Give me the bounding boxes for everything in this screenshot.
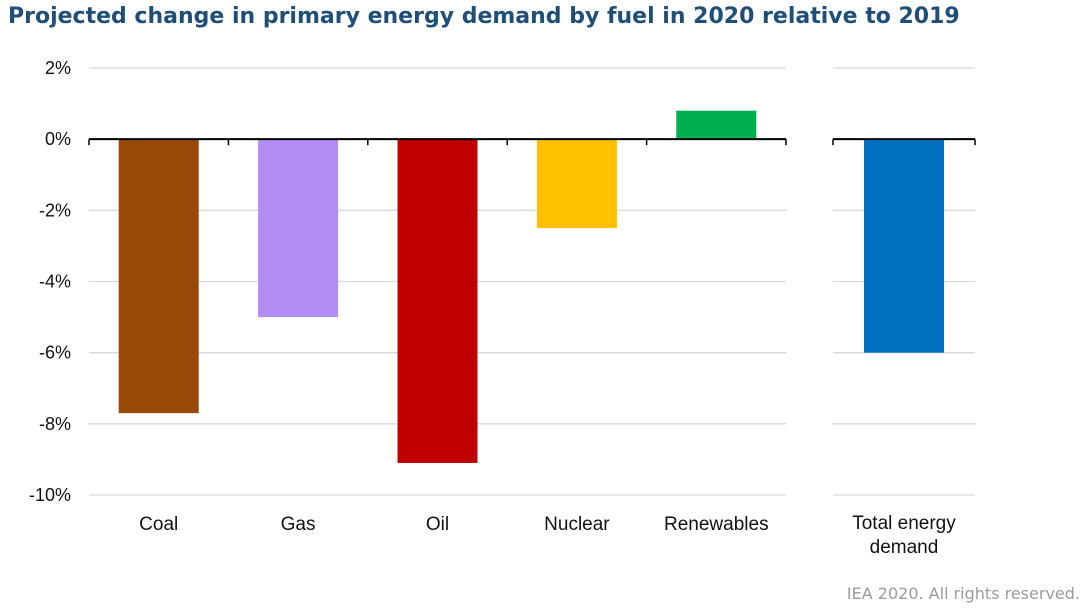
- y-tick-label: 2%: [45, 58, 71, 78]
- bar-oil: [397, 139, 478, 463]
- y-tick-label: -4%: [39, 272, 71, 292]
- chart-title: Projected change in primary energy deman…: [8, 4, 960, 29]
- bar-total-energy-demand: [864, 139, 944, 353]
- category-label: Renewables: [664, 514, 769, 535]
- category-label: Total energy: [852, 513, 956, 534]
- copyright-notice: IEA 2020. All rights reserved.: [846, 584, 1080, 603]
- bar-gas: [258, 139, 339, 318]
- bar-coal: [118, 139, 199, 414]
- category-label: Gas: [281, 514, 316, 535]
- category-label: Nuclear: [544, 514, 610, 535]
- zero-axis: [88, 138, 976, 146]
- y-tick-label: -8%: [39, 414, 71, 434]
- y-tick-label: 0%: [45, 129, 71, 149]
- y-tick-label: -2%: [39, 200, 71, 220]
- category-label: demand: [870, 537, 939, 558]
- y-axis-ticks: 2% 0% -2% -4% -6% -8% -10%: [29, 58, 71, 505]
- bars: [118, 110, 944, 463]
- y-tick-label: -6%: [39, 343, 71, 363]
- category-labels: Coal Gas Oil Nuclear Renewables Total energy d…: [139, 513, 956, 558]
- category-label: Oil: [426, 514, 449, 535]
- bar-renewables: [676, 110, 757, 140]
- y-tick-label: -10%: [29, 485, 71, 505]
- gridlines: [89, 67, 975, 496]
- category-label: Coal: [139, 514, 178, 535]
- bar-nuclear: [536, 139, 617, 229]
